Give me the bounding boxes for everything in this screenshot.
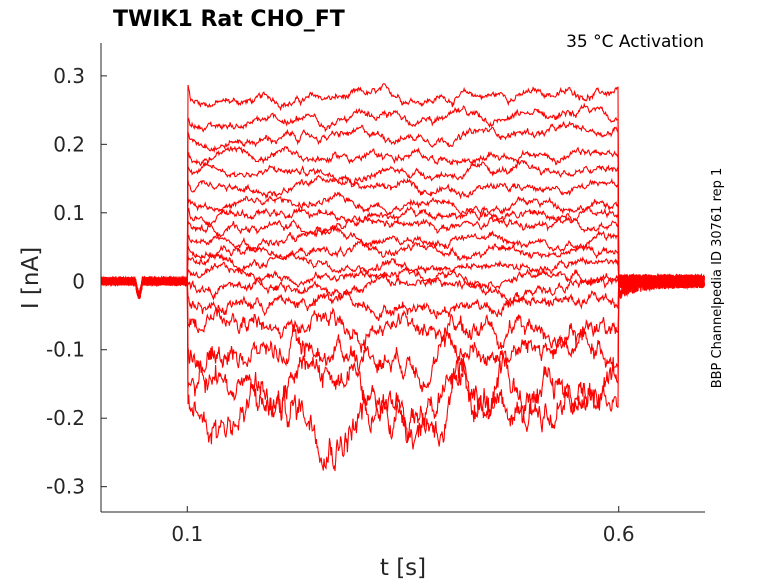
chart-title: TWIK1 Rat CHO_FT <box>113 7 345 32</box>
trace-14 <box>100 271 705 307</box>
x-tick-label: 0.1 <box>171 522 203 546</box>
trace-12 <box>100 251 705 299</box>
trace-8 <box>100 205 705 296</box>
trace-13 <box>100 261 705 299</box>
trace-11 <box>100 238 705 295</box>
y-tick-label: 0.2 <box>53 132 85 156</box>
trace-10 <box>100 224 705 299</box>
trace-16 <box>100 274 705 359</box>
y-tick-label: -0.3 <box>46 475 85 499</box>
trace-1 <box>100 83 705 297</box>
trace-15 <box>100 274 705 322</box>
trace-18 <box>100 273 705 444</box>
trace-2 <box>100 102 705 298</box>
y-tick-label: -0.2 <box>46 406 85 430</box>
y-axis-label: I [nA] <box>18 247 44 309</box>
trace-4 <box>100 145 705 298</box>
y-tick-label: -0.1 <box>46 338 85 362</box>
trace-5 <box>100 159 705 298</box>
trace-9 <box>100 213 705 299</box>
y-tick-label: 0.1 <box>53 201 85 225</box>
trace-6 <box>100 174 705 297</box>
trace-19 <box>100 273 705 472</box>
y-tick-label: 0.3 <box>53 64 85 88</box>
trace-7 <box>100 191 705 298</box>
x-tick-label: 0.6 <box>603 522 635 546</box>
trace-3 <box>100 120 705 299</box>
y-tick-label: 0 <box>72 269 85 293</box>
annotation: 35 °C Activation <box>566 32 704 52</box>
x-axis-label: t [s] <box>380 555 426 581</box>
side-label: BBP Channelpedia ID 30761 rep 1 <box>710 168 725 389</box>
